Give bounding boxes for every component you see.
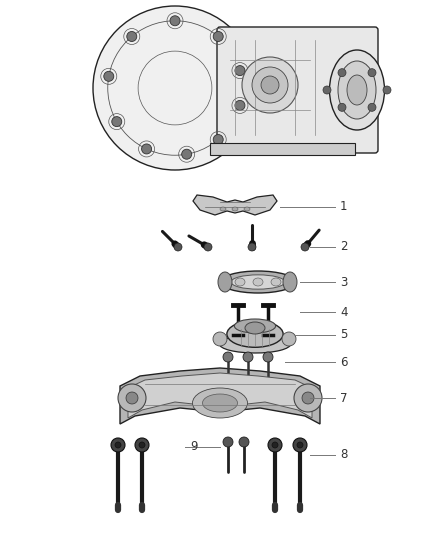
Ellipse shape [283,272,297,292]
Circle shape [126,392,138,404]
Circle shape [297,442,303,448]
Circle shape [127,31,137,42]
Polygon shape [120,368,320,424]
Ellipse shape [271,278,281,286]
Text: 7: 7 [340,392,347,405]
Circle shape [272,442,278,448]
Circle shape [294,384,322,412]
Circle shape [235,66,245,76]
Circle shape [302,392,314,404]
Circle shape [141,144,152,154]
Text: 2: 2 [340,240,347,254]
FancyBboxPatch shape [217,27,378,153]
Circle shape [118,384,146,412]
Circle shape [301,243,309,251]
Ellipse shape [338,61,376,119]
Polygon shape [193,195,277,215]
Text: 9: 9 [190,440,198,454]
Circle shape [223,352,233,362]
Ellipse shape [231,275,285,289]
Circle shape [213,332,227,346]
Ellipse shape [219,335,291,353]
Circle shape [248,243,256,251]
Circle shape [115,442,121,448]
Ellipse shape [220,271,296,293]
Ellipse shape [235,278,245,286]
Bar [210,143,355,155]
Circle shape [242,57,298,113]
Circle shape [213,134,223,144]
Ellipse shape [234,319,276,333]
Circle shape [338,69,346,77]
Circle shape [135,438,149,452]
Circle shape [293,438,307,452]
Circle shape [368,103,376,111]
Circle shape [174,243,182,251]
Text: 5: 5 [340,328,347,342]
Circle shape [170,16,180,26]
Ellipse shape [253,278,263,286]
Circle shape [223,437,233,447]
Circle shape [111,438,125,452]
Ellipse shape [232,207,238,211]
Polygon shape [128,373,312,418]
Ellipse shape [244,207,250,211]
Ellipse shape [347,75,367,105]
Ellipse shape [227,321,283,348]
Circle shape [182,149,192,159]
Circle shape [268,438,282,452]
Circle shape [243,352,253,362]
Circle shape [213,31,223,42]
Circle shape [263,352,273,362]
Text: 6: 6 [340,356,347,368]
Ellipse shape [218,272,232,292]
Circle shape [239,437,249,447]
Circle shape [261,76,279,94]
Circle shape [235,100,245,110]
Circle shape [383,86,391,94]
Ellipse shape [329,50,385,130]
Circle shape [323,86,331,94]
Circle shape [338,103,346,111]
Circle shape [368,69,376,77]
Text: 3: 3 [340,276,347,288]
Ellipse shape [245,322,265,334]
Ellipse shape [220,207,226,211]
Circle shape [112,117,122,127]
Text: 8: 8 [340,448,347,462]
Ellipse shape [192,388,247,418]
Circle shape [252,67,288,103]
Circle shape [104,71,114,82]
Circle shape [204,243,212,251]
Text: 1: 1 [340,200,347,214]
Circle shape [93,6,257,170]
Circle shape [282,332,296,346]
Text: 4: 4 [340,305,347,319]
Ellipse shape [202,394,237,412]
Circle shape [139,442,145,448]
